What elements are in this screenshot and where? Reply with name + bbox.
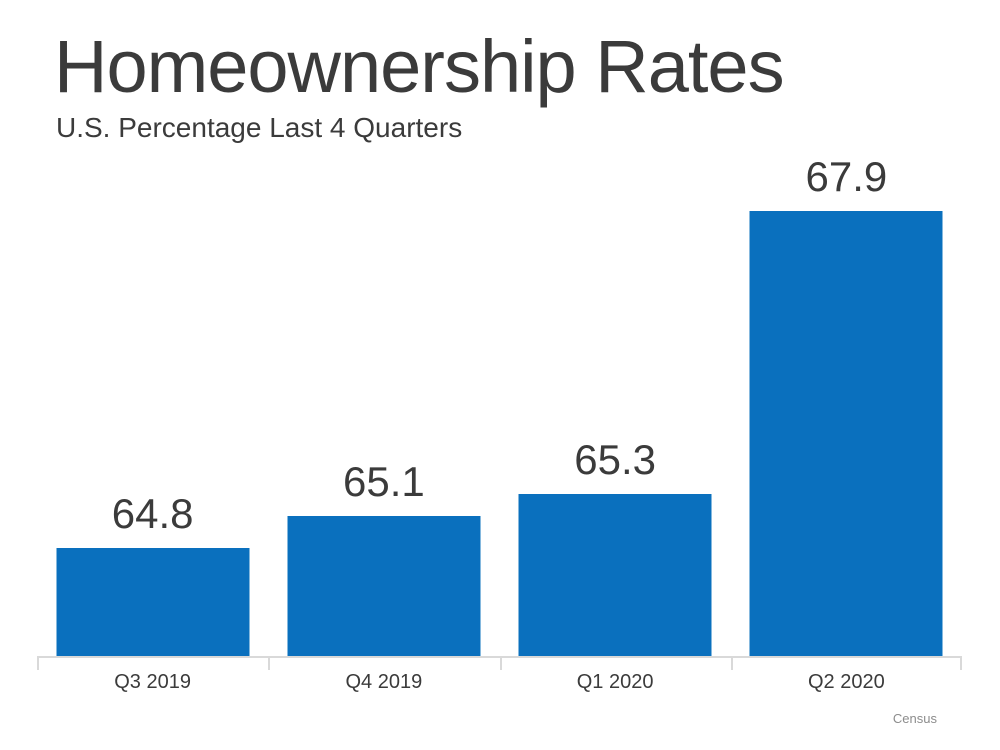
chart-subtitle: U.S. Percentage Last 4 Quarters <box>56 112 463 143</box>
bar-slot: 65.1 <box>268 168 499 657</box>
plot-area: 64.8 65.1 65.3 67.9 <box>37 153 962 657</box>
source-note: Census <box>892 711 937 726</box>
bar-value-label: 67.9 <box>805 153 888 200</box>
bar-slot: 67.9 <box>731 153 962 657</box>
bar-slot: 64.8 <box>37 168 268 657</box>
category-axis-labels: Q3 2019 Q4 2019 Q1 2020 Q2 2020 <box>37 671 962 694</box>
x-axis-tick <box>37 656 39 670</box>
chart-title: Homeownership Rates <box>54 25 785 108</box>
bars-row: 64.8 65.1 65.3 67.9 <box>37 153 962 657</box>
x-axis-tick <box>268 656 271 670</box>
bar <box>518 494 712 657</box>
bar-value-label: 64.8 <box>111 490 194 537</box>
category-label: Q2 2020 <box>808 671 885 693</box>
bar-value-label: 65.3 <box>574 436 656 483</box>
bar <box>56 548 250 657</box>
bar <box>749 211 943 657</box>
bar-slot: 65.3 <box>500 168 731 657</box>
x-axis-tick <box>960 656 962 670</box>
category-label: Q3 2019 <box>114 671 191 693</box>
category-label: Q1 2020 <box>576 671 654 693</box>
bar <box>287 516 481 657</box>
category-label: Q4 2019 <box>345 671 423 693</box>
bar-value-label: 65.1 <box>343 458 425 505</box>
x-axis-tick <box>499 656 502 670</box>
x-axis-tick <box>730 656 733 670</box>
